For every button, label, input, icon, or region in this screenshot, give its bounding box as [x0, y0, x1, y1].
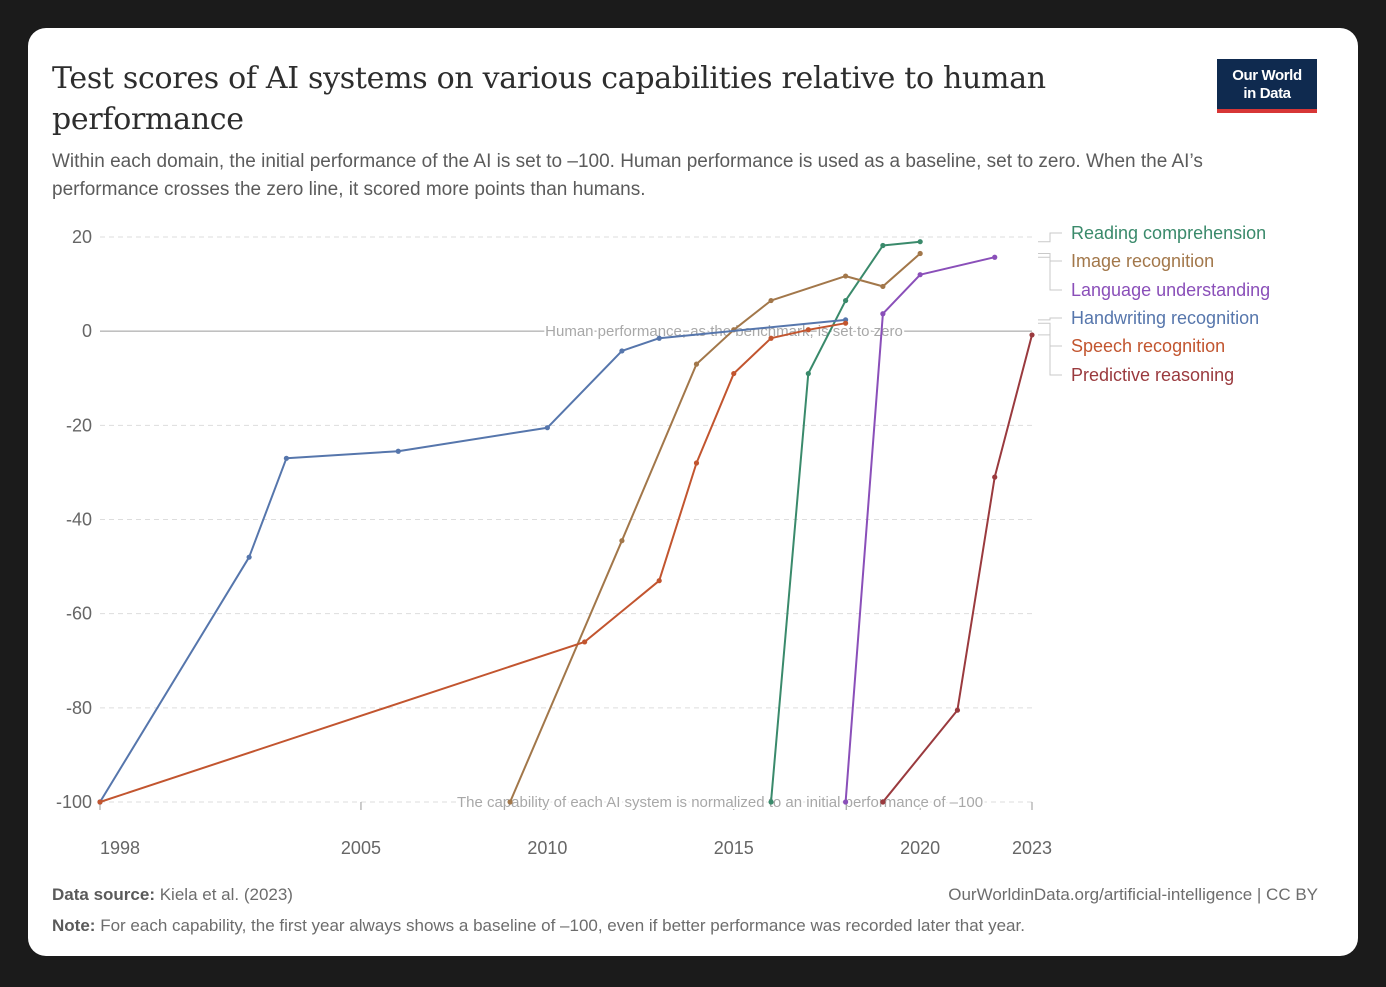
- y-tick-label: -100: [56, 792, 92, 812]
- data-source-label: Data source:: [52, 885, 155, 904]
- data-source: Data source: Kiela et al. (2023): [52, 885, 293, 905]
- y-tick-label: 0: [82, 321, 92, 341]
- series-line-image: [509, 252, 921, 803]
- data-point-image: [507, 799, 513, 805]
- data-point-speech: [693, 460, 700, 466]
- data-point-language: [880, 311, 886, 317]
- data-point-predictive: [1029, 332, 1035, 338]
- source-url-link[interactable]: OurWorldinData.org/artificial-intelligen…: [948, 885, 1318, 904]
- data-point-speech: [97, 799, 103, 805]
- logo-line-1: Our World: [1232, 67, 1302, 84]
- y-axis-ticks: 20 0 -20 -40 -60 -80 -100: [56, 227, 92, 812]
- legend-label-language[interactable]: Language understanding: [1071, 280, 1270, 300]
- data-point-image: [619, 538, 625, 544]
- data-point-reading: [843, 297, 849, 304]
- x-tick-label: 2020: [900, 838, 940, 858]
- data-point-language: [917, 272, 923, 278]
- x-axis-ticks: 1998 2005 2010 2015 2020 2023: [99, 802, 1052, 858]
- owid-logo[interactable]: Our World in Data: [1217, 59, 1317, 113]
- data-point-handwriting: [283, 455, 289, 461]
- logo-line-2: in Data: [1243, 85, 1291, 102]
- data-point-reading: [917, 239, 923, 245]
- legend: Reading comprehension Image recognition La…: [1038, 223, 1270, 385]
- data-point-handwriting: [395, 448, 401, 454]
- data-point-image: [880, 283, 886, 290]
- data-point-reading: [880, 242, 886, 249]
- legend-label-image[interactable]: Image recognition: [1071, 251, 1214, 271]
- x-tick-label: 1998: [100, 838, 140, 858]
- y-tick-label: -20: [66, 415, 92, 435]
- data-source-value: Kiela et al. (2023): [159, 885, 293, 904]
- data-point-speech: [656, 578, 662, 584]
- series-lines: [97, 239, 1035, 805]
- data-point-image: [768, 297, 774, 304]
- chart-note: Note: For each capability, the first yea…: [52, 916, 1332, 936]
- chart-card: Test scores of AI systems on various cap…: [28, 28, 1358, 956]
- data-point-handwriting: [656, 335, 662, 341]
- legend-label-speech[interactable]: Speech recognition: [1071, 336, 1225, 356]
- gridlines: [100, 236, 1032, 803]
- legend-label-reading[interactable]: Reading comprehension: [1071, 223, 1266, 243]
- data-point-image: [843, 273, 849, 279]
- y-tick-label: -80: [66, 698, 92, 718]
- legend-connector: [1038, 334, 1062, 376]
- data-point-handwriting: [544, 425, 550, 431]
- x-tick-label: 2023: [1012, 838, 1052, 858]
- series-line-speech: [99, 322, 846, 803]
- legend-connector: [1038, 232, 1062, 243]
- x-tick-label: 2010: [527, 838, 567, 858]
- data-point-predictive: [880, 799, 886, 805]
- data-point-speech: [731, 370, 737, 377]
- data-point-image: [917, 250, 923, 257]
- data-point-predictive: [992, 474, 998, 480]
- legend-label-handwriting[interactable]: Handwriting recognition: [1071, 308, 1259, 328]
- data-point-language: [843, 799, 849, 805]
- data-point-speech: [805, 327, 811, 333]
- chart-title: Test scores of AI systems on various cap…: [52, 61, 1046, 137]
- data-point-speech: [843, 320, 849, 326]
- legend-label-predictive[interactable]: Predictive reasoning: [1071, 365, 1234, 385]
- data-point-image: [693, 361, 700, 367]
- note-label: Note:: [52, 916, 96, 935]
- baseline-annotation: The capability of each AI system is norm…: [457, 794, 983, 811]
- line-chart: 20 0 -20 -40 -60 -80 -100 1998 2005 2010 2015 2020…: [56, 223, 1270, 858]
- annotations: Human performance, as the benchmark, is …: [455, 321, 985, 813]
- data-point-reading: [805, 370, 811, 377]
- legend-connector: [1038, 256, 1062, 291]
- data-point-handwriting: [619, 348, 625, 354]
- data-point-reading: [768, 799, 774, 805]
- x-tick-label: 2015: [714, 838, 754, 858]
- series-line-language: [844, 256, 995, 803]
- note-value: For each capability, the first year alwa…: [100, 916, 1025, 935]
- y-tick-label: -60: [66, 604, 92, 624]
- data-point-handwriting: [246, 554, 252, 560]
- series-line-predictive: [882, 334, 1033, 803]
- chart-subtitle: Within each domain, the initial performa…: [52, 151, 1203, 200]
- data-point-predictive: [954, 707, 961, 713]
- series-line-handwriting: [99, 318, 846, 803]
- y-tick-label: 20: [72, 227, 92, 247]
- x-tick-label: 2005: [341, 838, 381, 858]
- data-point-language: [992, 254, 998, 260]
- y-tick-label: -40: [66, 510, 92, 530]
- legend-connector: [1038, 317, 1062, 321]
- data-point-speech: [768, 335, 774, 341]
- data-point-speech: [582, 639, 588, 645]
